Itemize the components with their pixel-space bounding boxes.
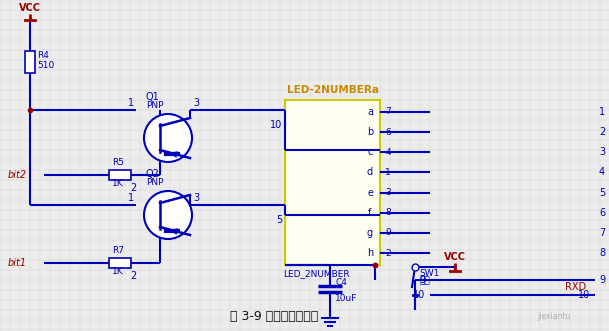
Text: 2: 2 [130, 271, 136, 281]
Text: 1: 1 [128, 193, 134, 203]
Text: c: c [367, 147, 373, 157]
Text: LED_2NUMBER: LED_2NUMBER [283, 269, 350, 278]
Text: f: f [368, 208, 371, 218]
Text: 6: 6 [385, 128, 391, 137]
Text: R5: R5 [112, 158, 124, 167]
Text: a: a [367, 107, 373, 117]
Text: SW1: SW1 [419, 268, 439, 277]
Text: Q1: Q1 [146, 92, 160, 102]
Text: 10uF: 10uF [335, 294, 357, 303]
Text: 10: 10 [578, 290, 590, 300]
Text: 4: 4 [599, 167, 605, 177]
Text: 图 3-9 数码管显示电路: 图 3-9 数码管显示电路 [230, 310, 319, 323]
Text: jiexiantu: jiexiantu [537, 312, 571, 321]
Text: RXD: RXD [565, 282, 586, 292]
Text: 1: 1 [128, 98, 134, 108]
Circle shape [144, 191, 192, 239]
Bar [109, 258, 131, 268]
Text: 5: 5 [276, 215, 282, 225]
Text: VCC: VCC [19, 3, 41, 13]
Text: 9: 9 [419, 275, 425, 285]
Bar [109, 170, 131, 180]
Text: bit2: bit2 [8, 170, 27, 180]
Text: 6: 6 [599, 208, 605, 218]
Text: Q2: Q2 [146, 169, 160, 179]
Text: 2: 2 [130, 183, 136, 193]
Text: 10: 10 [413, 290, 425, 300]
Text: d: d [367, 167, 373, 177]
Text: 2: 2 [385, 249, 391, 258]
Text: e: e [367, 188, 373, 198]
Text: 8: 8 [599, 248, 605, 258]
Text: 10: 10 [270, 120, 282, 130]
Text: 8: 8 [385, 208, 391, 217]
Text: 7: 7 [385, 108, 391, 117]
Text: LED-2NUMBERa: LED-2NUMBERa [286, 85, 379, 95]
Text: 3: 3 [193, 98, 199, 108]
Text: 9: 9 [599, 275, 605, 285]
Text: 7: 7 [599, 228, 605, 238]
Text: bit1: bit1 [8, 258, 27, 268]
Text: 复位: 复位 [419, 276, 430, 286]
Text: C4: C4 [335, 278, 347, 287]
Text: 9: 9 [385, 228, 391, 237]
Text: 4: 4 [385, 148, 391, 157]
Text: 1K: 1K [112, 179, 124, 188]
Text: VCC: VCC [444, 252, 466, 262]
Text: h: h [367, 248, 373, 258]
Circle shape [144, 114, 192, 162]
Text: b: b [367, 127, 373, 137]
Text: 510: 510 [37, 61, 54, 70]
Text: PNP: PNP [146, 101, 163, 110]
Text: 1: 1 [599, 107, 605, 117]
Text: 2: 2 [599, 127, 605, 137]
Text: PNP: PNP [146, 178, 163, 187]
Text: 3: 3 [385, 188, 391, 197]
Bar [25, 51, 35, 73]
Text: R7: R7 [112, 246, 124, 255]
Text: 5: 5 [599, 188, 605, 198]
Text: 3: 3 [599, 147, 605, 157]
Bar [285, 100, 380, 265]
Text: R4: R4 [37, 52, 49, 61]
Text: 1: 1 [385, 168, 391, 177]
Text: 1K: 1K [112, 267, 124, 276]
Text: 3: 3 [193, 193, 199, 203]
Text: g: g [367, 228, 373, 238]
